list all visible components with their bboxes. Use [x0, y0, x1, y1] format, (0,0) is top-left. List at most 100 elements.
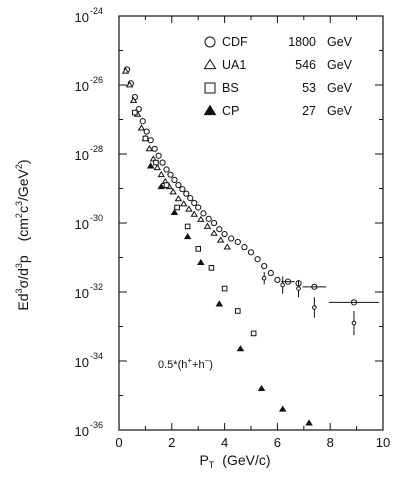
data-point: [234, 238, 241, 246]
data-point: [257, 384, 266, 391]
data-point: [274, 276, 281, 284]
data-point: [235, 308, 241, 314]
x-tick-label: 2: [168, 435, 175, 450]
y-tick-label-exponent: -34: [90, 351, 103, 361]
annotation-label: 0.5*(h++h−): [158, 356, 213, 371]
data-point: [250, 330, 257, 337]
legend-series-name: CDF: [222, 35, 248, 49]
y-tick-label-exponent: -24: [90, 6, 103, 16]
series-bs: [132, 109, 257, 337]
data-point: [184, 223, 191, 230]
legend-entry-ua1: UA1 546 GeV: [203, 58, 353, 72]
data-point: [163, 166, 170, 173]
data-point: [216, 226, 223, 233]
y-tick-label-base: 10: [75, 286, 89, 301]
y-tick-label-base: 10: [75, 148, 89, 163]
x-axis-label: PT (GeV/c): [199, 452, 270, 470]
y-tick-label-base: 10: [75, 217, 89, 232]
data-point: [163, 182, 170, 188]
series-layer: [121, 66, 380, 426]
legend-energy: 546: [295, 58, 316, 72]
data-point: [129, 96, 138, 103]
data-point: [187, 195, 194, 202]
x-tick-label: 8: [327, 435, 334, 450]
legend-energy: 27: [302, 104, 316, 118]
data-point: [153, 159, 159, 166]
data-point: [159, 159, 166, 166]
data-point: [190, 210, 198, 217]
data-point: [236, 345, 245, 352]
data-point: [254, 256, 261, 263]
data-point: [170, 208, 179, 216]
data-point: [351, 320, 357, 326]
x-tick-label: 4: [221, 435, 228, 450]
data-point: [132, 109, 138, 116]
y-tick-label-exponent: -32: [90, 282, 103, 292]
data-point: [247, 249, 255, 256]
data-point: [228, 235, 235, 242]
data-point: [221, 285, 228, 292]
data-point: [147, 137, 154, 144]
legend-energy: 53: [302, 81, 316, 95]
y-tick-label-base: 10: [75, 355, 89, 370]
legend-unit: GeV: [327, 58, 353, 72]
y-tick-label-exponent: -26: [90, 75, 103, 85]
data-point: [179, 186, 186, 193]
data-point: [221, 230, 228, 238]
series-cdf: [123, 66, 380, 336]
data-point: [179, 200, 188, 207]
x-tick-label: 6: [274, 435, 281, 450]
legend: CDF 1800 GeV UA1 546 GeV BS 53 GeV CP 27 GeV: [203, 35, 353, 118]
legend-entry-bs: BS 53 GeV: [204, 81, 353, 95]
data-point: [143, 128, 150, 135]
y-tick-label-exponent: -28: [90, 144, 103, 154]
data-point: [169, 188, 177, 195]
data-point: [261, 263, 268, 270]
data-point: [183, 190, 190, 197]
data-point: [153, 164, 162, 171]
data-point: [261, 275, 267, 281]
data-point: [185, 205, 193, 212]
legend-marker: [203, 104, 217, 116]
data-point: [215, 300, 224, 307]
x-tick-label: 0: [115, 435, 122, 450]
series-cp: [146, 162, 313, 426]
legend-entry-cdf: CDF 1800 GeV: [204, 35, 353, 49]
data-point: [197, 258, 205, 266]
legend-marker: [204, 82, 216, 94]
data-point: [142, 135, 149, 142]
x-axis-ticks: 0 2 4 6 8 10: [115, 16, 390, 450]
data-point: [167, 171, 174, 178]
legend-entry-cp: CP 27 GeV: [203, 104, 353, 118]
data-point: [200, 210, 207, 217]
data-point: [121, 67, 130, 74]
legend-marker: [204, 36, 216, 48]
data-point: [216, 236, 225, 243]
data-point: [223, 243, 231, 250]
data-point: [171, 176, 178, 183]
y-tick-label-base: 10: [75, 424, 89, 439]
data-point: [183, 233, 192, 240]
data-point: [296, 286, 301, 291]
data-point: [280, 282, 285, 288]
y-tick-label-exponent: -30: [90, 213, 103, 223]
data-point: [157, 170, 165, 178]
data-point: [175, 181, 182, 189]
legend-series-name: CP: [222, 104, 239, 118]
legend-unit: GeV: [327, 35, 353, 49]
data-point: [312, 305, 317, 310]
data-point: [195, 204, 202, 211]
data-point: [195, 246, 201, 252]
legend-series-name: UA1: [222, 58, 246, 72]
x-tick-label: 10: [376, 435, 390, 450]
data-point: [151, 145, 158, 152]
data-point: [267, 269, 274, 277]
data-point: [210, 219, 218, 227]
legend-unit: GeV: [327, 104, 353, 118]
y-tick-label-base: 10: [75, 79, 89, 94]
legend-series-name: BS: [222, 81, 239, 95]
data-point: [305, 419, 313, 426]
y-axis-label: Ed3σ/d3p (cm2c3/GeV2): [14, 159, 31, 310]
